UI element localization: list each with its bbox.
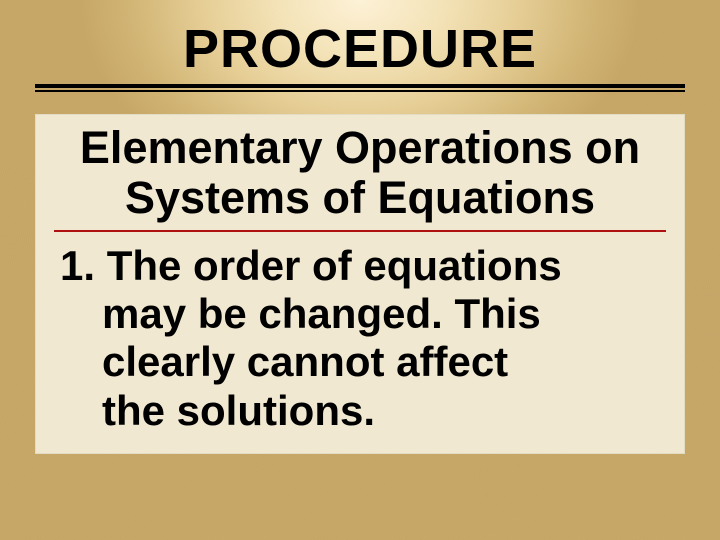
content-box: Elementary Operations on Systems of Equa… [35,114,685,454]
subtitle-line-2: Systems of Equations [125,172,595,223]
body-line-1: 1. The order of equations [60,242,562,289]
slide-container: PROCEDURE Elementary Operations on Syste… [0,0,720,540]
subtitle: Elementary Operations on Systems of Equa… [54,123,666,230]
title-double-underline [35,84,685,92]
subtitle-red-underline [54,230,666,232]
body-line-4: the solutions. [60,387,666,435]
main-title: PROCEDURE [35,18,685,86]
subtitle-line-1: Elementary Operations on [80,122,640,173]
body-line-3: clearly cannot affect [60,338,666,386]
body-text: 1. The order of equations may be changed… [54,242,666,435]
body-line-2: may be changed. This [60,290,666,338]
